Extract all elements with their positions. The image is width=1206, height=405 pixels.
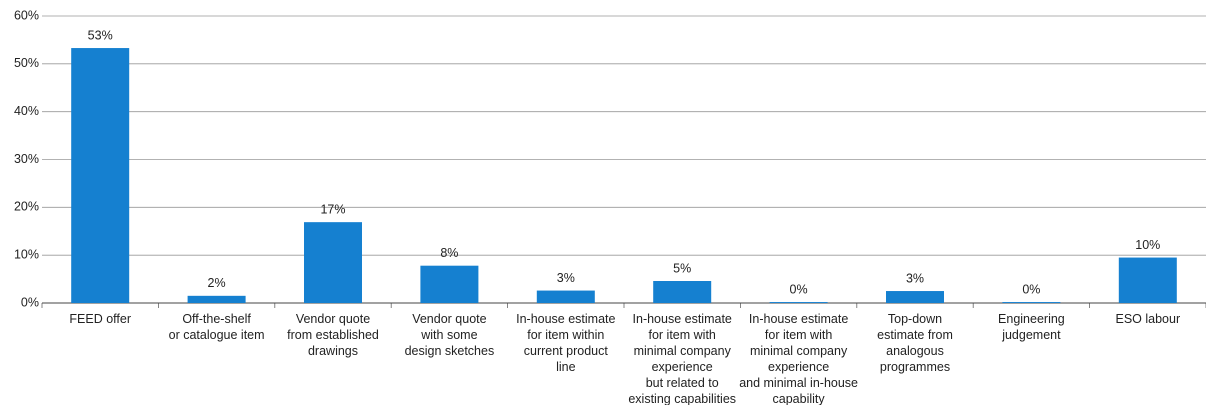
x-tick-label-line: and minimal in-house — [739, 376, 858, 390]
x-tick-label-line: judgement — [1001, 328, 1061, 342]
value-label: 53% — [88, 28, 113, 42]
x-tick-label-line: experience — [652, 360, 713, 374]
bar — [1118, 257, 1177, 303]
bar — [187, 295, 246, 303]
x-tick-label-line: from established — [287, 328, 379, 342]
x-tick-label-line: line — [556, 360, 576, 374]
y-tick-label: 30% — [14, 152, 39, 166]
value-label: 8% — [440, 246, 458, 260]
x-tick-label-line: for item with — [649, 328, 716, 342]
bar — [653, 280, 712, 303]
bar — [71, 48, 130, 303]
x-tick-label: Top-down estimate from analogous programmes — [877, 312, 953, 374]
x-tick-label-line: In-house estimate — [633, 312, 732, 326]
x-tick-label-line: or catalogue item — [169, 328, 265, 342]
x-tick-label-line: for item within — [527, 328, 604, 342]
x-tick-label-line: Off-the-shelf — [182, 312, 251, 326]
y-tick-label: 50% — [14, 56, 39, 70]
x-tick-label-line: drawings — [308, 344, 358, 358]
x-tick-label-line: for item with — [765, 328, 832, 342]
value-label: 0% — [790, 282, 808, 296]
x-tick-label-line: Vendor quote — [412, 312, 486, 326]
x-tick-label-line: minimal company — [634, 344, 732, 358]
x-tick-label: Off-the-shelf or catalogue item — [169, 312, 265, 342]
x-tick-label-line: minimal company — [750, 344, 848, 358]
bar — [304, 222, 362, 303]
x-tick-label-line: ESO labour — [1115, 312, 1180, 326]
x-tick-label-line: design sketches — [405, 344, 495, 358]
x-tick-label: Vendor quote with some design sketches — [405, 312, 495, 358]
x-tick-label-line: with some — [420, 328, 477, 342]
x-tick-label: Engineering judgement — [998, 312, 1065, 342]
x-tick-label-line: but related to — [646, 376, 719, 390]
x-tick-label-line: estimate from — [877, 328, 953, 342]
x-tick-label-line: FEED offer — [69, 312, 131, 326]
y-tick-label: 40% — [14, 104, 39, 118]
bar — [536, 290, 595, 303]
bar — [420, 265, 479, 303]
x-tick-label: FEED offer — [69, 312, 131, 326]
x-tick-label: In-house estimate for item with minimal co… — [628, 312, 736, 405]
value-label: 3% — [557, 271, 575, 285]
value-label: 2% — [208, 276, 226, 290]
value-label: 0% — [1022, 282, 1040, 296]
x-tick-label: In-house estimate for item with minimal co… — [739, 312, 858, 405]
value-label: 17% — [320, 202, 345, 216]
y-tick-label: 10% — [14, 247, 39, 261]
y-tick-label: 60% — [14, 8, 39, 22]
bar — [886, 291, 944, 303]
y-tick-label: 20% — [14, 200, 39, 214]
x-tick-label-line: programmes — [880, 360, 950, 374]
y-tick-label: 0% — [21, 295, 39, 309]
x-tick-label: ESO labour — [1115, 312, 1180, 326]
x-tick-label-line: In-house estimate — [749, 312, 848, 326]
x-tick-label-line: In-house estimate — [516, 312, 615, 326]
x-tick-label-line: analogous — [886, 344, 944, 358]
x-tick-label-line: Vendor quote — [296, 312, 370, 326]
bar — [1002, 302, 1061, 303]
x-tick-label-line: existing capabilities — [628, 392, 736, 405]
bar — [769, 302, 828, 303]
x-tick-label-line: Engineering — [998, 312, 1065, 326]
value-label: 10% — [1135, 238, 1160, 252]
value-label: 3% — [906, 271, 924, 285]
x-tick-label-line: capability — [773, 392, 826, 405]
x-tick-label-line: experience — [768, 360, 829, 374]
value-label: 5% — [673, 261, 691, 275]
x-tick-label: In-house estimate for item within current … — [516, 312, 615, 374]
x-tick-label-line: Top-down — [888, 312, 942, 326]
x-tick-label-line: current product — [524, 344, 609, 358]
x-tick-label: Vendor quote from established drawings — [287, 312, 379, 358]
